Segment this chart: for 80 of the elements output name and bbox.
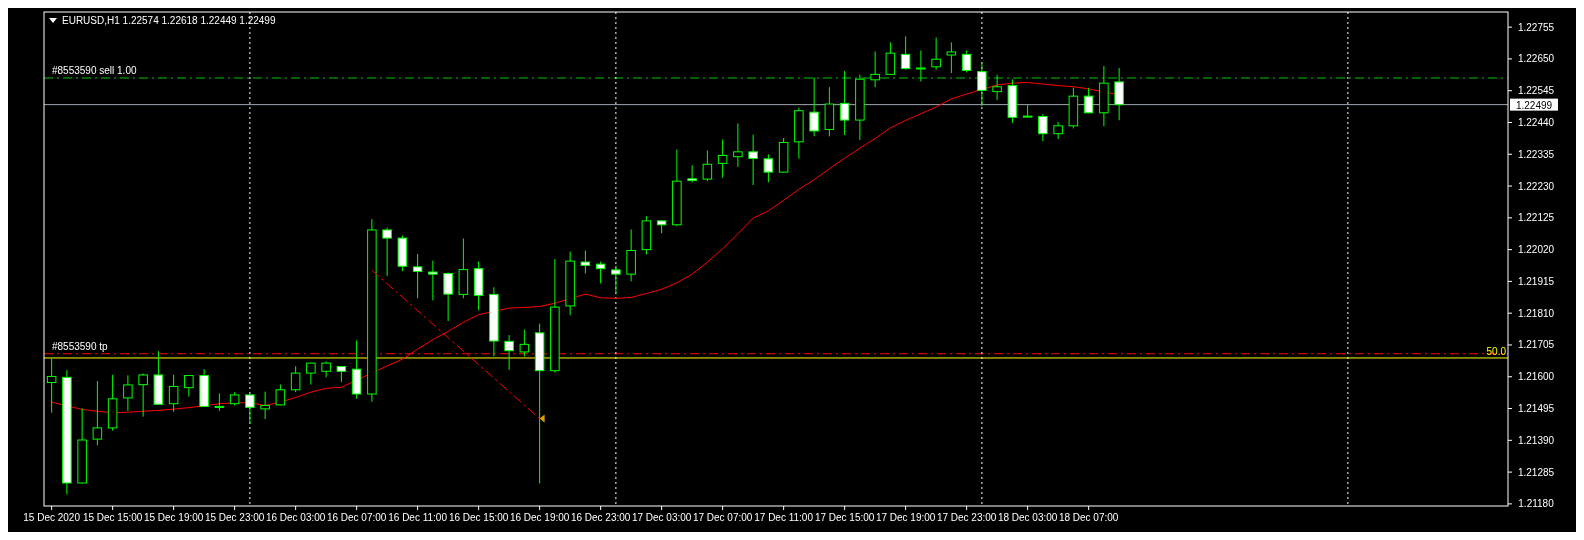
y-tick-label: 1.22545 (1517, 85, 1555, 97)
y-tick-label: 1.21390 (1517, 434, 1555, 446)
candlestick (504, 335, 514, 370)
y-tick-label: 1.21600 (1517, 371, 1555, 383)
candlestick (260, 391, 270, 420)
x-tick-label: 18 Dec 07:00 (1058, 512, 1119, 523)
ref-line-label: #8553590 tp (52, 340, 109, 352)
x-tick-label: 17 Dec 03:00 (631, 512, 692, 523)
candlestick (412, 253, 423, 299)
x-tick-label: 16 Dec 03:00 (265, 512, 326, 523)
candlestick (931, 37, 941, 70)
candlestick (123, 375, 133, 411)
candlestick (1053, 121, 1063, 140)
y-tick-label: 1.21915 (1517, 275, 1555, 287)
y-tick-label: 1.21810 (1517, 307, 1555, 319)
ref-line-label: #8553590 sell 1.00 (52, 64, 137, 76)
x-tick-label: 16 Dec 19:00 (509, 512, 570, 523)
candlestick (839, 70, 850, 136)
x-tick-label: 15 Dec 23:00 (204, 512, 265, 523)
x-tick-label: 17 Dec 07:00 (692, 512, 753, 523)
candlestick (870, 51, 880, 88)
x-tick-label: 15 Dec 15:00 (82, 512, 143, 523)
candlestick (1114, 68, 1124, 121)
candlestick (611, 265, 621, 294)
y-tick-label: 1.21705 (1517, 339, 1555, 351)
candlestick (214, 393, 225, 411)
candlestick (595, 261, 606, 284)
candlestick (885, 42, 896, 75)
y-tick-label: 1.21285 (1517, 466, 1555, 478)
x-tick-label: 17 Dec 23:00 (936, 512, 997, 523)
x-tick-label: 17 Dec 19:00 (875, 512, 936, 523)
candlestick (306, 362, 316, 385)
candlestick (961, 50, 972, 73)
candlestick (382, 227, 392, 276)
candlestick (809, 77, 819, 137)
candlestick (717, 139, 728, 178)
candlestick (580, 250, 591, 274)
annotation: 50.0 (1486, 345, 1507, 357)
candlestick (275, 384, 286, 406)
candlestick (916, 50, 926, 82)
candlestick (626, 229, 636, 282)
candlestick (702, 150, 713, 182)
candlestick (428, 260, 438, 301)
y-tick-label: 1.21180 (1518, 498, 1555, 510)
chart-title: EURUSD,H1 1.22574 1.22618 1.22449 1.22499 (62, 15, 276, 26)
candlestick (763, 154, 774, 183)
candlestick (290, 366, 301, 393)
candlestick (687, 165, 697, 183)
candlestick (443, 272, 453, 321)
candlestick (184, 375, 194, 397)
x-tick-label: 16 Dec 07:00 (326, 512, 387, 523)
x-tick-label: 17 Dec 15:00 (814, 512, 875, 523)
x-tick-label: 16 Dec 15:00 (448, 512, 509, 523)
candlestick (168, 374, 179, 412)
y-tick-label: 1.22020 (1517, 244, 1555, 256)
y-tick-label: 1.22440 (1517, 116, 1555, 128)
y-tick-label: 1.22755 (1517, 21, 1555, 33)
y-tick-label: 1.22650 (1517, 53, 1555, 65)
x-tick-label: 18 Dec 03:00 (997, 512, 1058, 523)
candlestick (946, 42, 957, 74)
y-tick-label: 1.21495 (1517, 403, 1555, 415)
x-tick-label: 15 Dec 2020 (23, 512, 81, 523)
candlestick (138, 373, 148, 417)
candlestick (992, 74, 1002, 100)
y-tick-label: 1.22230 (1517, 180, 1555, 192)
y-tick-label: 1.22125 (1517, 212, 1555, 224)
candlestick (92, 381, 103, 446)
y-tick-label: 1.22335 (1517, 148, 1555, 160)
x-tick-label: 17 Dec 11:00 (754, 512, 814, 523)
x-tick-label: 16 Dec 23:00 (570, 512, 631, 523)
ref-line-label: 1.22499 (1515, 99, 1553, 111)
candlestick (733, 123, 743, 167)
candlestick (46, 358, 57, 413)
x-tick-label: 16 Dec 11:00 (388, 512, 448, 523)
candlestick (1083, 87, 1094, 114)
candlestick (519, 329, 530, 357)
candlestick (1038, 114, 1048, 142)
candlestick (748, 134, 758, 186)
candlestick (900, 36, 911, 70)
x-tick-label: 15 Dec 19:00 (143, 512, 204, 523)
